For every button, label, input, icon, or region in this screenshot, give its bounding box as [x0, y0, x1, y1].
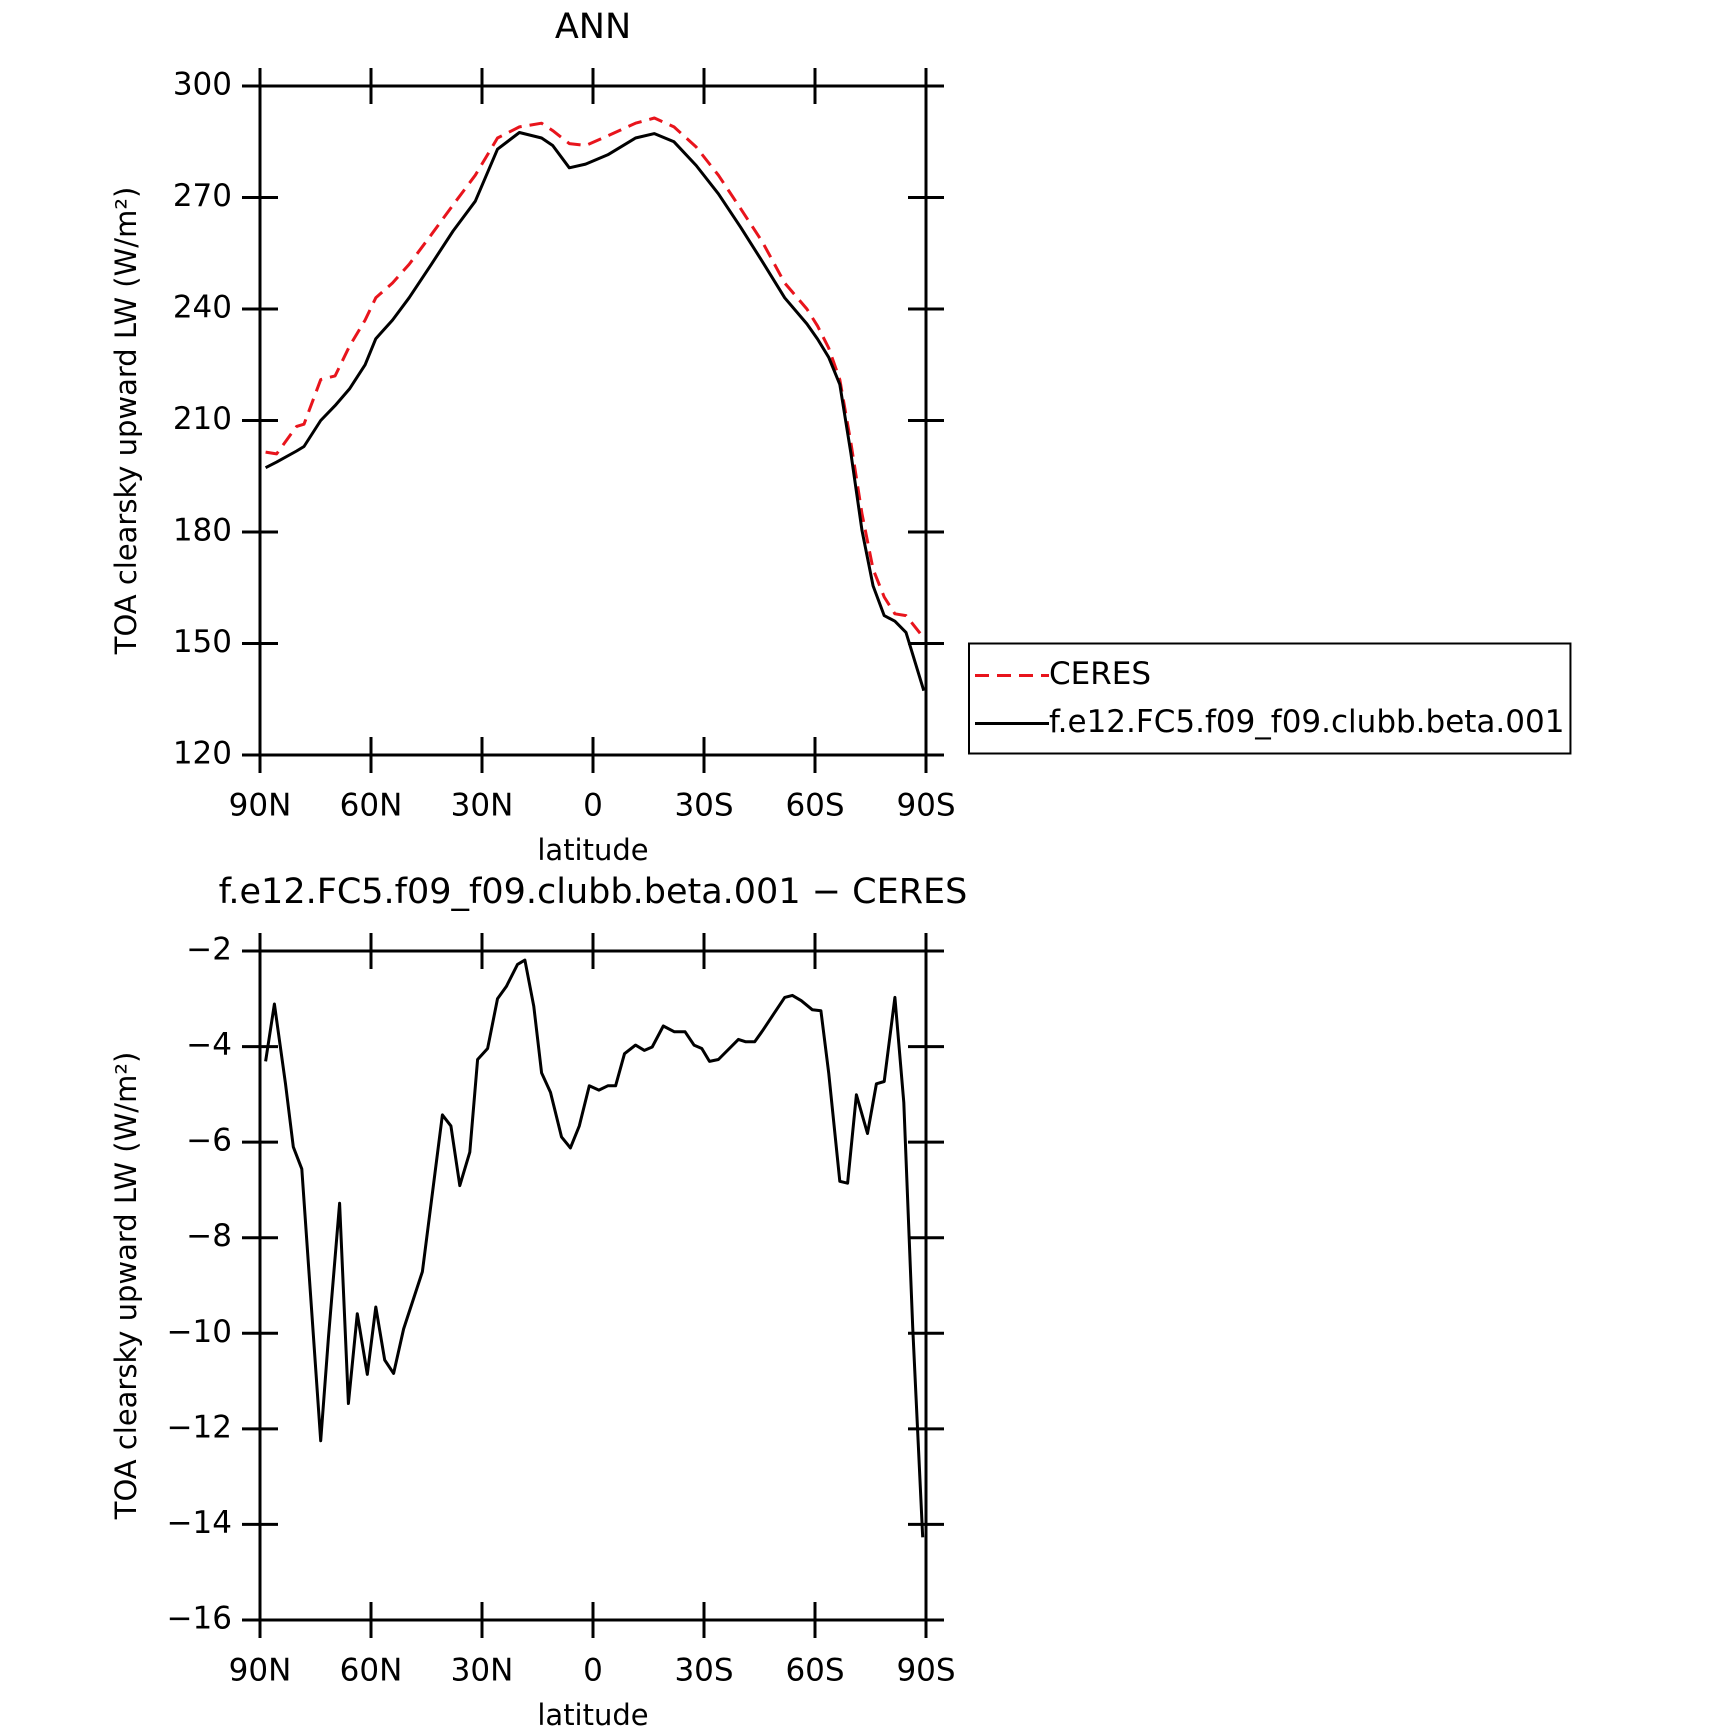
x-tick-label: 90S: [896, 788, 955, 824]
x-tick-label: 60S: [785, 788, 844, 824]
y-tick-label: 270: [173, 178, 232, 214]
y-tick-label: −12: [167, 1409, 232, 1445]
y-tick-label: 300: [173, 67, 232, 103]
y-tick-label: 150: [173, 624, 232, 660]
y-tick-label: −6: [186, 1123, 232, 1159]
y-tick-label: 120: [173, 736, 232, 772]
x-tick-label: 30N: [451, 1653, 514, 1689]
x-tick-label: 90N: [229, 788, 292, 824]
data-line: [265, 116, 925, 639]
data-line: [264, 958, 925, 1538]
legend-label: f.e12.FC5.f09_f09.clubb.beta.001: [1049, 704, 1564, 740]
y-tick-label: −8: [186, 1218, 232, 1254]
y-tick-label: −10: [167, 1314, 232, 1350]
x-tick-label: 60S: [785, 1653, 844, 1689]
plot-frame: [258, 84, 928, 757]
legend-label: CERES: [1049, 656, 1151, 692]
legend: CERES f.e12.FC5.f09_f09.clubb.beta.001: [968, 642, 1572, 755]
y-axis-label: TOA clearsky upward LW (W/m²): [109, 1052, 143, 1521]
x-tick-label: 30S: [674, 1653, 733, 1689]
y-axis-label: TOA clearsky upward LW (W/m²): [109, 187, 143, 656]
x-tick-label: 0: [583, 1653, 603, 1689]
data-line: [264, 131, 926, 692]
y-tick-label: −4: [186, 1027, 232, 1063]
x-axis-label: latitude: [537, 833, 648, 867]
x-tick-label: 60N: [340, 1653, 403, 1689]
y-tick-label: 210: [173, 401, 232, 437]
x-tick-label: 30N: [451, 788, 514, 824]
y-tick-label: 240: [173, 290, 232, 326]
x-tick-label: 30S: [674, 788, 733, 824]
y-tick-label: −14: [167, 1505, 232, 1541]
chart-title: f.e12.FC5.f09_f09.clubb.beta.001 − CERES: [219, 872, 968, 912]
y-tick-label: −2: [186, 932, 232, 968]
x-tick-label: 90S: [896, 1653, 955, 1689]
x-tick-label: 0: [583, 788, 603, 824]
x-tick-label: 90N: [229, 1653, 292, 1689]
legend-box: [968, 642, 1572, 755]
y-tick-label: 180: [173, 513, 232, 549]
chart-title: ANN: [555, 7, 631, 47]
x-tick-label: 60N: [340, 788, 403, 824]
x-axis-label: latitude: [537, 1698, 648, 1732]
y-tick-label: −16: [167, 1601, 232, 1637]
